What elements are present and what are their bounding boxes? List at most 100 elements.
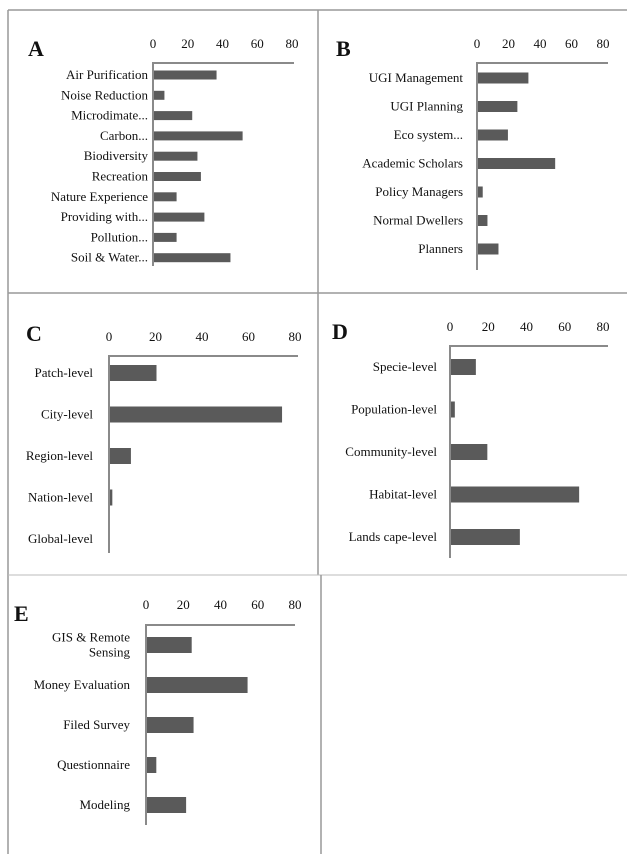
chart-e-category-label: Modeling bbox=[79, 797, 130, 812]
chart-c-tick-label: 0 bbox=[106, 329, 113, 344]
chart-a-bar bbox=[154, 90, 165, 100]
chart-c-tick-label: 60 bbox=[242, 329, 255, 344]
chart-d-bar bbox=[451, 401, 455, 418]
axis-line-d bbox=[449, 345, 608, 558]
chart-a-tick-label: 40 bbox=[216, 36, 229, 51]
chart-e-tick-label: 0 bbox=[143, 597, 150, 612]
chart-panel-d: D 0 20 40 60 80 Specie-level Population-level C… bbox=[318, 293, 627, 575]
chart-e-bar bbox=[147, 757, 157, 773]
chart-d-tick-label: 0 bbox=[447, 319, 454, 334]
chart-a-bar bbox=[154, 232, 177, 242]
chart-panel-e: E 0 20 40 60 80 GIS & Remote Sensing Money Eval… bbox=[8, 575, 321, 854]
chart-d-bar bbox=[451, 529, 520, 545]
chart-e-category-label: Money Evaluation bbox=[34, 677, 131, 692]
chart-b-category-label: Policy Managers bbox=[375, 184, 463, 199]
chart-b-svg: B 0 20 40 60 80 UGI Management UGI Planning Eco… bbox=[336, 36, 610, 270]
chart-c-bar bbox=[110, 448, 131, 464]
chart-a-category-label: Air Purification bbox=[66, 67, 148, 82]
chart-e-bar bbox=[147, 637, 192, 653]
panel-letter-e: E bbox=[14, 601, 29, 626]
chart-a-category-label: Biodiversity bbox=[84, 148, 149, 163]
chart-d-tick-label: 80 bbox=[597, 319, 610, 334]
chart-d-category-label: Habitat-level bbox=[369, 487, 437, 502]
chart-d-category-label: Specie-level bbox=[373, 359, 438, 374]
chart-a-category-label: Carbon... bbox=[100, 128, 148, 143]
chart-d-tick-label: 60 bbox=[558, 319, 571, 334]
chart-panel-c: C 0 20 40 60 80 Patch-level City-level Region-l… bbox=[8, 293, 318, 575]
chart-d-category-label: Population-level bbox=[351, 402, 437, 417]
chart-a-category-label: Nature Experience bbox=[51, 189, 148, 204]
chart-a-category-label: Pollution... bbox=[91, 229, 148, 244]
chart-b-category-label: UGI Management bbox=[369, 70, 464, 85]
chart-b-bar bbox=[478, 243, 499, 255]
chart-e-category-label: Filed Survey bbox=[63, 717, 130, 732]
chart-a-category-label: Microdimate... bbox=[71, 108, 148, 123]
chart-a-tick-label: 0 bbox=[150, 36, 157, 51]
chart-a-category-label: Noise Reduction bbox=[61, 87, 149, 102]
panel-letter-a: A bbox=[28, 36, 44, 61]
chart-d-bar bbox=[451, 486, 580, 503]
chart-c-bar bbox=[110, 365, 157, 381]
chart-b-bar bbox=[478, 101, 518, 112]
chart-d-category-label: Community-level bbox=[345, 444, 437, 459]
chart-a-bar bbox=[154, 253, 231, 263]
chart-b-tick-label: 20 bbox=[502, 36, 515, 51]
chart-panel-a: A 0 20 40 60 80 Air Purification Noise Reducti… bbox=[8, 10, 318, 293]
chart-a-tick-label: 80 bbox=[286, 36, 299, 51]
chart-b-category-label: Planners bbox=[418, 241, 463, 256]
chart-e-tick-label: 40 bbox=[214, 597, 227, 612]
chart-a-tick-label: 60 bbox=[251, 36, 264, 51]
panel-letter-c: C bbox=[26, 321, 42, 346]
chart-b-bar bbox=[478, 72, 529, 84]
chart-a-bar bbox=[154, 111, 193, 121]
chart-a-category-label: Soil & Water... bbox=[71, 250, 148, 265]
chart-a-bar bbox=[154, 70, 217, 80]
chart-a-bar bbox=[154, 131, 243, 141]
chart-c-category-label: Nation-level bbox=[28, 490, 93, 505]
chart-b-category-label: Academic Scholars bbox=[362, 156, 463, 171]
chart-b-category-label: UGI Planning bbox=[390, 99, 463, 114]
chart-c-category-label: Region-level bbox=[26, 448, 94, 463]
chart-d-tick-label: 20 bbox=[482, 319, 495, 334]
chart-c-category-label: Global-level bbox=[28, 531, 93, 546]
chart-d-bar bbox=[451, 444, 488, 460]
chart-b-category-label: Normal Dwellers bbox=[373, 213, 463, 228]
chart-c-tick-label: 80 bbox=[289, 329, 302, 344]
chart-a-bar bbox=[154, 212, 205, 222]
chart-c-bar bbox=[110, 406, 283, 423]
chart-b-category-label: Eco system... bbox=[394, 127, 463, 142]
chart-d-bar bbox=[451, 359, 476, 375]
panel-letter-b: B bbox=[336, 36, 351, 61]
chart-a-category-label: Recreation bbox=[92, 169, 149, 184]
chart-a-tick-label: 20 bbox=[181, 36, 194, 51]
chart-e-category-label: Questionnaire bbox=[57, 757, 130, 772]
chart-d-category-label: Lands cape-level bbox=[349, 529, 438, 544]
chart-e-tick-label: 80 bbox=[289, 597, 302, 612]
axis-line-b bbox=[476, 62, 608, 270]
axis-line-c bbox=[108, 355, 298, 553]
chart-c-tick-label: 40 bbox=[196, 329, 209, 344]
chart-c-tick-label: 20 bbox=[149, 329, 162, 344]
chart-e-category-label: Sensing bbox=[89, 645, 131, 660]
chart-a-bar bbox=[154, 172, 201, 181]
chart-d-tick-label: 40 bbox=[520, 319, 533, 334]
chart-b-tick-label: 60 bbox=[565, 36, 578, 51]
chart-e-tick-label: 20 bbox=[177, 597, 190, 612]
chart-b-tick-label: 80 bbox=[597, 36, 610, 51]
chart-b-bar bbox=[478, 129, 508, 141]
chart-e-bar bbox=[147, 797, 187, 813]
chart-d-svg: D 0 20 40 60 80 Specie-level Population-level C… bbox=[332, 319, 610, 558]
chart-a-category-label: Providing with... bbox=[61, 209, 148, 224]
chart-e-tick-label: 60 bbox=[251, 597, 264, 612]
chart-c-category-label: City-level bbox=[41, 407, 93, 422]
chart-a-bar bbox=[154, 192, 177, 202]
chart-e-bar bbox=[147, 677, 248, 693]
axis-line-a bbox=[152, 62, 294, 266]
chart-b-tick-label: 40 bbox=[534, 36, 547, 51]
chart-panel-b: B 0 20 40 60 80 UGI Management UGI Planning Eco… bbox=[318, 10, 627, 293]
chart-c-svg: C 0 20 40 60 80 Patch-level City-level Region-l… bbox=[26, 321, 302, 553]
chart-b-tick-label: 0 bbox=[474, 36, 481, 51]
chart-c-category-label: Patch-level bbox=[35, 365, 94, 380]
